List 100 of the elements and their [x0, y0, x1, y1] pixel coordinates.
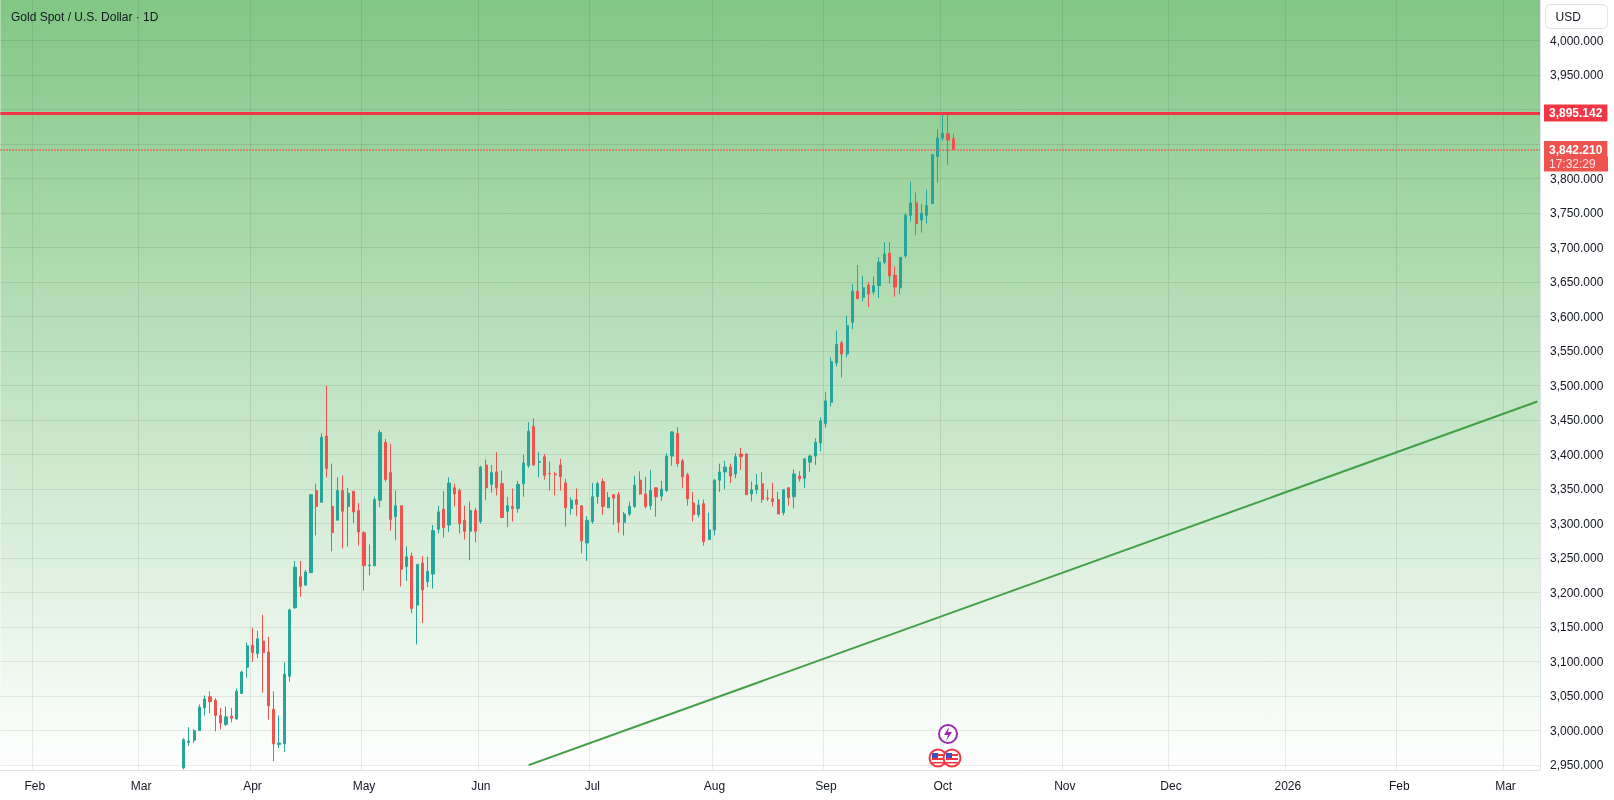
candlestick — [352, 490, 355, 524]
x-tick-label: Feb — [24, 779, 46, 793]
candlestick — [777, 491, 780, 515]
candlestick — [368, 543, 371, 576]
candlestick — [309, 494, 313, 574]
candlestick — [654, 486, 658, 518]
candlestick — [538, 451, 541, 478]
candlestick — [288, 608, 291, 683]
candlestick — [437, 505, 440, 534]
candlestick — [373, 496, 376, 567]
candlestick — [702, 499, 705, 547]
candlestick — [761, 471, 764, 504]
candlestick — [315, 483, 318, 536]
candlestick — [803, 458, 806, 489]
candlestick — [421, 555, 424, 624]
candlestick — [851, 283, 854, 330]
candlestick — [681, 458, 684, 489]
candlestick — [580, 505, 583, 554]
x-tick-label: Apr — [243, 779, 262, 793]
y-tick-label: 3,550.000 — [1550, 344, 1604, 359]
candlestick — [808, 454, 812, 473]
candlestick — [893, 265, 897, 298]
candlestick — [601, 477, 605, 516]
y-tick-label: 3,150.000 — [1550, 620, 1604, 635]
candlestick — [862, 275, 865, 303]
candlestick — [405, 545, 408, 582]
candlestick — [410, 552, 413, 614]
candlestick — [516, 480, 520, 514]
candlestick — [341, 474, 344, 550]
candlestick — [755, 473, 758, 495]
candlestick — [527, 421, 530, 469]
candlestick — [442, 490, 445, 538]
x-tick-label: 2026 — [1274, 779, 1302, 793]
candlestick — [824, 391, 827, 429]
candlestick — [639, 470, 642, 496]
candlestick — [522, 454, 525, 498]
candlestick — [585, 515, 589, 562]
candlestick — [431, 524, 435, 590]
candlestick — [734, 452, 737, 479]
candlestick — [495, 451, 498, 496]
x-tick-label: Jul — [584, 779, 600, 793]
candlestick — [262, 614, 265, 694]
candlestick — [570, 496, 573, 516]
x-tick-label: Nov — [1054, 779, 1076, 793]
candlestick — [920, 203, 923, 234]
candlestick — [543, 453, 546, 481]
candlestick — [336, 476, 339, 521]
candlestick — [389, 443, 392, 532]
candlestick — [830, 356, 833, 407]
candlestick — [479, 465, 482, 525]
ref-line-label: 3,842.210 — [1549, 142, 1603, 157]
candlestick — [596, 481, 599, 505]
candlestick — [426, 556, 429, 588]
candlestick — [240, 670, 243, 694]
candlestick — [203, 694, 206, 716]
y-tick-label: 2,950.000 — [1550, 758, 1604, 773]
candlestick — [729, 463, 732, 484]
candlestick — [708, 512, 711, 541]
candlestick — [623, 511, 626, 536]
candlestick — [304, 569, 307, 587]
candlestick — [649, 469, 652, 511]
x-tick-label: Sep — [815, 779, 837, 793]
candlestick — [490, 464, 493, 494]
candlestick — [299, 560, 302, 598]
candlestick — [814, 437, 817, 466]
candlestick — [224, 706, 228, 727]
candlestick — [745, 452, 748, 496]
candlestick — [899, 256, 902, 295]
candlestick — [500, 470, 504, 519]
candlestick — [840, 340, 843, 378]
y-tick-label: 3,250.000 — [1550, 551, 1604, 566]
x-tick-label: Feb — [1388, 779, 1410, 793]
candlestick — [193, 728, 196, 744]
candlestick — [272, 690, 275, 762]
y-tick-label: 3,400.000 — [1550, 447, 1604, 462]
y-tick-label: 3,600.000 — [1550, 309, 1604, 324]
candlestick — [877, 256, 881, 299]
candlestick — [612, 493, 615, 526]
y-tick-label: 3,100.000 — [1550, 654, 1604, 669]
candlestick — [846, 315, 849, 358]
y-tick-label: 3,350.000 — [1550, 482, 1604, 497]
candlestick — [819, 416, 822, 452]
candlestick — [357, 502, 360, 547]
candlestick — [469, 501, 472, 561]
candlestick — [511, 487, 514, 523]
candlestick — [256, 630, 259, 659]
y-tick-label: 3,200.000 — [1550, 585, 1604, 600]
x-tick-label: Jun — [471, 779, 491, 793]
candlestick — [214, 697, 217, 732]
candlestick — [904, 212, 907, 259]
candlestick — [835, 329, 838, 367]
candlestick — [644, 476, 647, 509]
candlestick — [750, 481, 753, 503]
candlestick — [660, 480, 663, 502]
candlestick — [347, 487, 350, 547]
candlestick — [915, 192, 918, 236]
candlestick — [931, 154, 934, 205]
y-tick-label: 3,950.000 — [1550, 68, 1604, 83]
candlestick — [575, 487, 578, 517]
candlestick — [246, 641, 249, 679]
